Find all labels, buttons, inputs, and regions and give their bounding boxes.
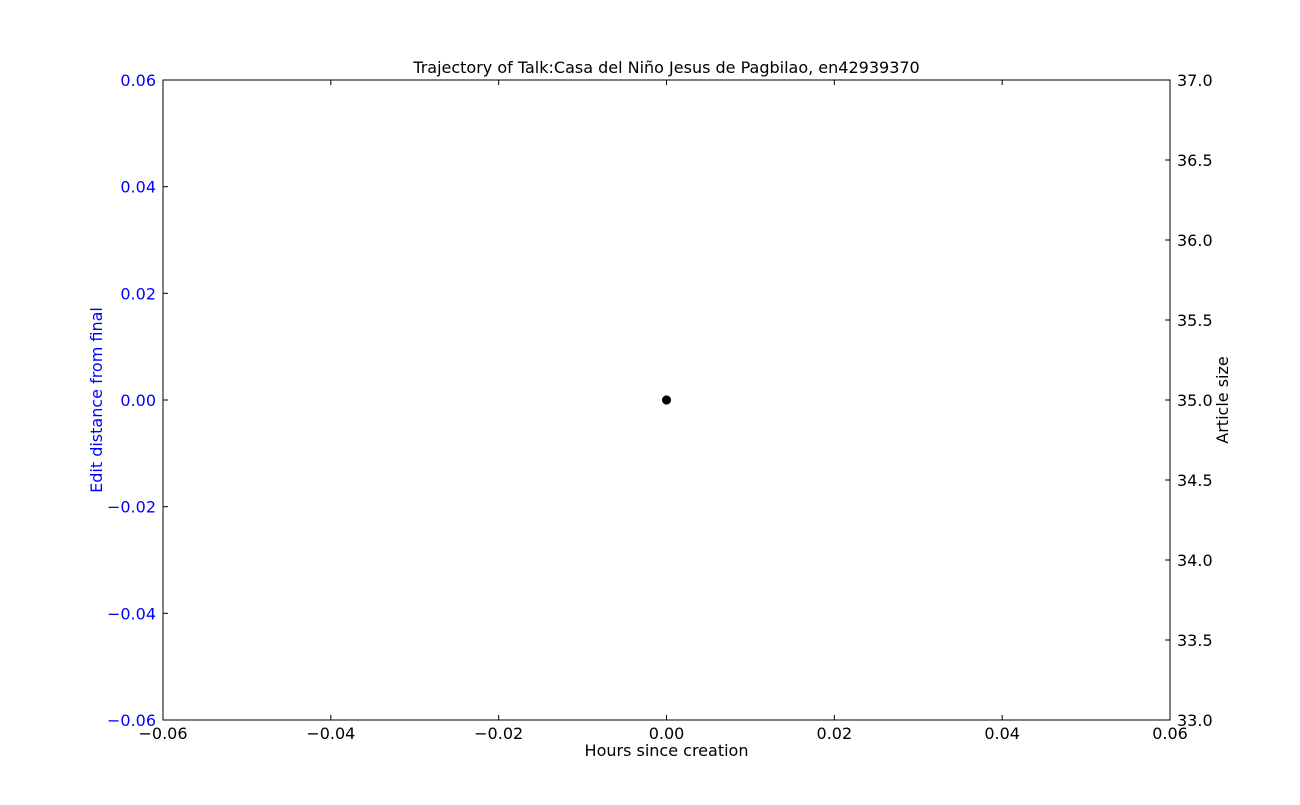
y-left-tick-label: 0.02 [120,284,156,303]
x-tick-label: −0.02 [474,724,523,743]
x-tick-label: −0.06 [138,724,187,743]
x-tick-label: 0.00 [649,724,685,743]
y-left-tick-label: −0.06 [107,711,156,730]
ticks-layer: −0.06 −0.04 −0.02 0.00 0.02 0.04 0.06 0.06 0.04 0… [107,71,1213,743]
y-axis-label-left: Edit distance from final [87,307,106,493]
y-right-tick-label: 33.0 [1177,711,1213,730]
y-right-tick-label: 34.0 [1177,551,1213,570]
x-tick-label: −0.04 [306,724,355,743]
y-axis-label-right: Article size [1213,356,1232,443]
y-left-tick-label: 0.00 [120,391,156,410]
x-axis-label: Hours since creation [585,741,749,760]
x-tick-label: 0.06 [1152,724,1188,743]
y-left-tick-label: −0.04 [107,604,156,623]
y-left-tick-label: 0.04 [120,178,156,197]
x-tick-label: 0.04 [984,724,1020,743]
y-right-tick-label: 35.0 [1177,391,1213,410]
x-tick-label: 0.02 [817,724,853,743]
y-left-tick-label: 0.06 [120,71,156,90]
y-right-tick-label: 35.5 [1177,311,1213,330]
y-right-tick-label: 37.0 [1177,71,1213,90]
y-right-tick-label: 36.0 [1177,231,1213,250]
data-point-article-size [662,395,671,405]
y-right-tick-label: 33.5 [1177,631,1213,650]
y-right-tick-label: 34.5 [1177,471,1213,490]
chart-title: Trajectory of Talk:Casa del Niño Jesus d… [412,58,919,77]
y-right-tick-label: 36.5 [1177,151,1213,170]
y-left-tick-label: −0.02 [107,498,156,517]
marks-layer [662,395,671,405]
